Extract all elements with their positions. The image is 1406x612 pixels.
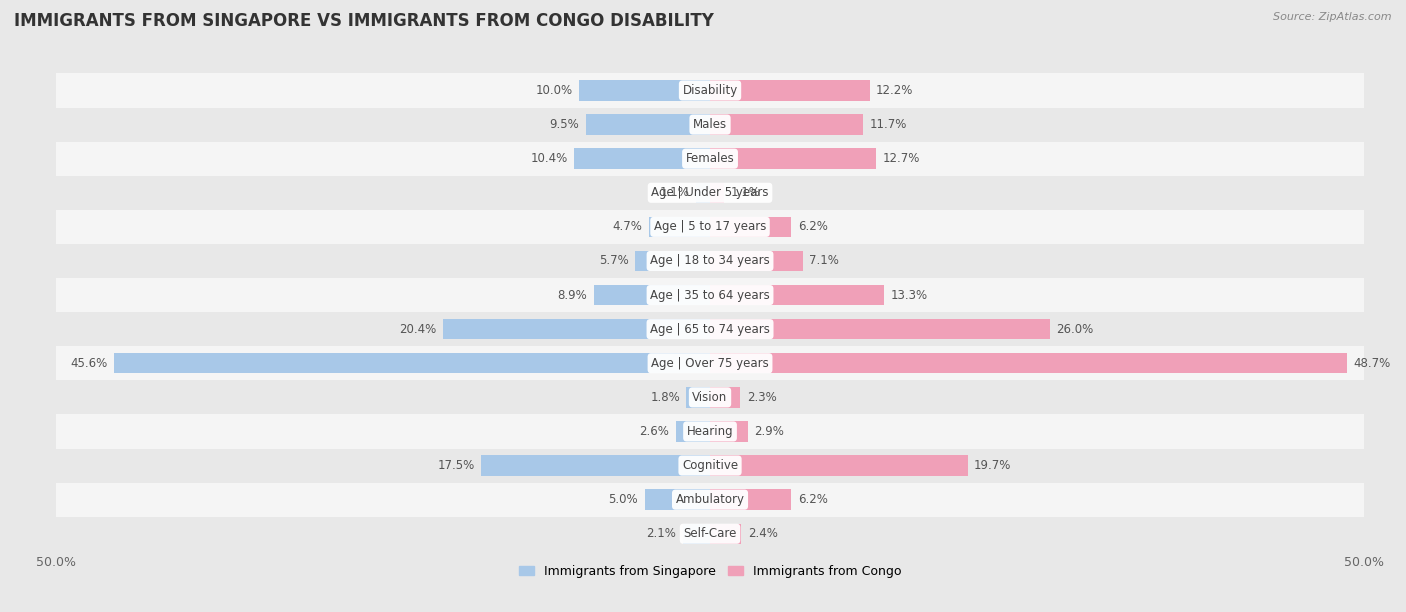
Text: 2.4%: 2.4% bbox=[748, 528, 778, 540]
Bar bbox=[586, 114, 710, 135]
Text: 6.2%: 6.2% bbox=[797, 493, 828, 506]
Legend: Immigrants from Singapore, Immigrants from Congo: Immigrants from Singapore, Immigrants fr… bbox=[513, 560, 907, 583]
Bar bbox=[710, 455, 967, 476]
Text: 12.2%: 12.2% bbox=[876, 84, 914, 97]
Bar bbox=[56, 517, 1364, 551]
Bar bbox=[114, 353, 710, 373]
Text: 13.3%: 13.3% bbox=[890, 289, 928, 302]
Bar bbox=[710, 285, 884, 305]
Bar bbox=[56, 210, 1364, 244]
Text: Males: Males bbox=[693, 118, 727, 131]
Text: 7.1%: 7.1% bbox=[810, 255, 839, 267]
Bar bbox=[56, 108, 1364, 141]
Text: 2.6%: 2.6% bbox=[640, 425, 669, 438]
Text: 2.3%: 2.3% bbox=[747, 391, 776, 404]
Text: Vision: Vision bbox=[692, 391, 728, 404]
Bar bbox=[56, 73, 1364, 108]
Text: 26.0%: 26.0% bbox=[1056, 323, 1094, 335]
Text: Ambulatory: Ambulatory bbox=[675, 493, 745, 506]
Text: 2.9%: 2.9% bbox=[755, 425, 785, 438]
Text: Age | 18 to 34 years: Age | 18 to 34 years bbox=[650, 255, 770, 267]
Bar bbox=[579, 80, 710, 101]
Bar bbox=[710, 319, 1050, 340]
Text: 6.2%: 6.2% bbox=[797, 220, 828, 233]
Bar bbox=[56, 414, 1364, 449]
Bar bbox=[593, 285, 710, 305]
Bar bbox=[682, 523, 710, 544]
Text: 1.8%: 1.8% bbox=[650, 391, 681, 404]
Bar bbox=[56, 380, 1364, 414]
Bar bbox=[710, 80, 869, 101]
Bar bbox=[56, 141, 1364, 176]
Bar bbox=[710, 182, 724, 203]
Bar bbox=[710, 421, 748, 442]
Text: Self-Care: Self-Care bbox=[683, 528, 737, 540]
Text: 17.5%: 17.5% bbox=[437, 459, 475, 472]
Text: Females: Females bbox=[686, 152, 734, 165]
Text: 11.7%: 11.7% bbox=[869, 118, 907, 131]
Text: 10.4%: 10.4% bbox=[530, 152, 568, 165]
Bar bbox=[636, 251, 710, 271]
Bar bbox=[481, 455, 710, 476]
Text: Age | Over 75 years: Age | Over 75 years bbox=[651, 357, 769, 370]
Bar bbox=[56, 483, 1364, 517]
Text: Age | 35 to 64 years: Age | 35 to 64 years bbox=[650, 289, 770, 302]
Text: 8.9%: 8.9% bbox=[557, 289, 588, 302]
Text: 5.7%: 5.7% bbox=[599, 255, 628, 267]
Bar bbox=[710, 387, 740, 408]
Text: 45.6%: 45.6% bbox=[70, 357, 107, 370]
Text: Age | 5 to 17 years: Age | 5 to 17 years bbox=[654, 220, 766, 233]
Bar bbox=[686, 387, 710, 408]
Bar bbox=[56, 176, 1364, 210]
Text: 12.7%: 12.7% bbox=[883, 152, 920, 165]
Text: 19.7%: 19.7% bbox=[974, 459, 1011, 472]
Text: 4.7%: 4.7% bbox=[612, 220, 643, 233]
Text: Source: ZipAtlas.com: Source: ZipAtlas.com bbox=[1274, 12, 1392, 22]
Text: Cognitive: Cognitive bbox=[682, 459, 738, 472]
Bar bbox=[443, 319, 710, 340]
Bar bbox=[710, 353, 1347, 373]
Bar bbox=[676, 421, 710, 442]
Text: 2.1%: 2.1% bbox=[647, 528, 676, 540]
Text: 1.1%: 1.1% bbox=[659, 186, 689, 200]
Bar bbox=[710, 114, 863, 135]
Bar bbox=[710, 490, 792, 510]
Bar bbox=[56, 244, 1364, 278]
Bar bbox=[710, 217, 792, 237]
Text: Hearing: Hearing bbox=[686, 425, 734, 438]
Bar bbox=[56, 449, 1364, 483]
Text: Disability: Disability bbox=[682, 84, 738, 97]
Bar bbox=[574, 149, 710, 169]
Text: 48.7%: 48.7% bbox=[1354, 357, 1391, 370]
Text: 9.5%: 9.5% bbox=[550, 118, 579, 131]
Text: 10.0%: 10.0% bbox=[536, 84, 572, 97]
Bar bbox=[710, 523, 741, 544]
Text: 5.0%: 5.0% bbox=[609, 493, 638, 506]
Text: Age | 65 to 74 years: Age | 65 to 74 years bbox=[650, 323, 770, 335]
Bar bbox=[56, 346, 1364, 380]
Text: 20.4%: 20.4% bbox=[399, 323, 437, 335]
Text: 1.1%: 1.1% bbox=[731, 186, 761, 200]
Bar bbox=[710, 149, 876, 169]
Bar bbox=[644, 490, 710, 510]
Bar bbox=[56, 278, 1364, 312]
Text: Age | Under 5 years: Age | Under 5 years bbox=[651, 186, 769, 200]
Bar bbox=[648, 217, 710, 237]
Bar bbox=[56, 312, 1364, 346]
Text: IMMIGRANTS FROM SINGAPORE VS IMMIGRANTS FROM CONGO DISABILITY: IMMIGRANTS FROM SINGAPORE VS IMMIGRANTS … bbox=[14, 12, 714, 30]
Bar bbox=[710, 251, 803, 271]
Bar bbox=[696, 182, 710, 203]
